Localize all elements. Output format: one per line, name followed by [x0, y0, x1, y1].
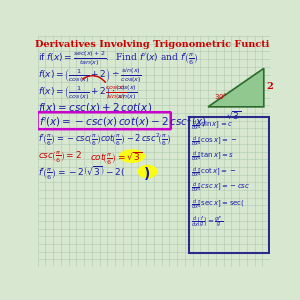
Text: $\mathbf{)}$: $\mathbf{)}$	[143, 165, 150, 182]
Text: $cot\!\left(\frac{\pi}{6}\right) = \sqrt{3}$: $cot\!\left(\frac{\pi}{6}\right) = \sqrt…	[90, 150, 142, 166]
Text: $\frac{d}{dx}[\tan x] = s$: $\frac{d}{dx}[\tan x] = s$	[191, 150, 234, 164]
Ellipse shape	[120, 150, 145, 162]
Text: $\sqrt{3}$: $\sqrt{3}$	[226, 109, 242, 121]
Text: $\frac{d}{dx}\!\left[\frac{f}{g}\right] = \frac{gf'}{g}$: $\frac{d}{dx}\!\left[\frac{f}{g}\right] …	[191, 214, 223, 230]
Text: Derivatives Involving Trigonometric Functi: Derivatives Involving Trigonometric Func…	[35, 40, 269, 49]
Text: $f(x) = csc(x) + 2\,cot(x)$: $f(x) = csc(x) + 2\,cot(x)$	[38, 101, 152, 114]
Text: $\frac{d}{dx}[\cos x] = -$: $\frac{d}{dx}[\cos x] = -$	[191, 135, 237, 149]
Text: $\frac{cos(x)}{sin(x)}$: $\frac{cos(x)}{sin(x)}$	[105, 84, 126, 102]
Text: $\frac{d}{dx}[\cot x] = -$: $\frac{d}{dx}[\cot x] = -$	[191, 165, 236, 179]
Text: $\frac{d}{dx}[\sec x] = \sec($: $\frac{d}{dx}[\sec x] = \sec($	[191, 198, 245, 212]
Ellipse shape	[138, 165, 157, 178]
Text: $f'\!\left(\frac{\pi}{6}\right) = -csc\!\left(\frac{\pi}{6}\right)cot\!\left(\fr: $f'\!\left(\frac{\pi}{6}\right) = -csc\!…	[38, 131, 172, 148]
Text: 2: 2	[266, 82, 273, 91]
Text: $\frac{d}{dx}[\sin x] = c$: $\frac{d}{dx}[\sin x] = c$	[191, 119, 233, 133]
Text: $f'\!\left(\frac{\pi}{6}\right) = -2\left(\sqrt{3}\right) - 2\left(\right.$: $f'\!\left(\frac{\pi}{6}\right) = -2\lef…	[38, 165, 125, 182]
Text: $f'(x) = -csc(x)\,cot(x) - 2\,csc^2(x)$: $f'(x) = -csc(x)\,cot(x) - 2\,csc^2(x)$	[39, 115, 207, 129]
Text: $csc\!\left(\frac{\pi}{6}\right) = 2$: $csc\!\left(\frac{\pi}{6}\right) = 2$	[38, 150, 82, 165]
Text: $f(x) = \left(\frac{1}{cos(x)}+2\right)\div\frac{sin(x)}{cos(x)}$: $f(x) = \left(\frac{1}{cos(x)}+2\right)\…	[38, 67, 142, 86]
Text: $\frac{d}{dx}[csc\, x] = -csc$: $\frac{d}{dx}[csc\, x] = -csc$	[191, 181, 250, 195]
Text: $f(x) = \left(\frac{1}{cos(x)}+2\right)\cdot\frac{cos(x)}{sin(x)}$: $f(x) = \left(\frac{1}{cos(x)}+2\right)\…	[38, 84, 137, 102]
Text: $\mathrm{if}\ f(x) = \frac{sec(x)+2}{tan(x)}.$  Find $f'(x)$ and $f'\!\left(\fra: $\mathrm{if}\ f(x) = \frac{sec(x)+2}{tan…	[38, 50, 199, 68]
Polygon shape	[208, 68, 264, 107]
Text: $30°$: $30°$	[214, 91, 228, 101]
